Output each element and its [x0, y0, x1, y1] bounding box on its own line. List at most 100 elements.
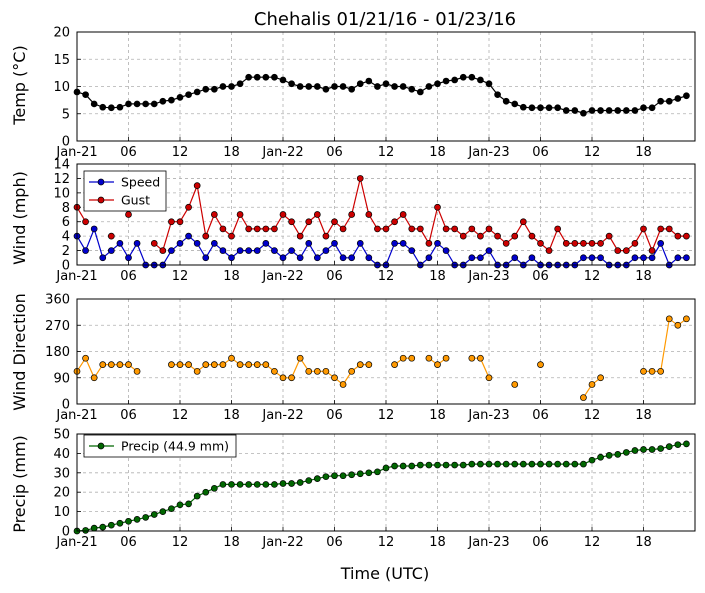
y-tick-label: 10: [53, 505, 70, 520]
data-point: [665, 97, 673, 105]
x-tick-label: Jan-22: [261, 145, 303, 160]
data-point: [90, 100, 98, 108]
series-speed: [73, 225, 690, 269]
data-point: [176, 240, 184, 247]
x-tick-label: 18: [635, 408, 652, 423]
data-point: [674, 254, 682, 262]
data-point: [537, 460, 544, 468]
data-point: [683, 232, 690, 240]
plot-frame: [76, 163, 696, 266]
data-point: [365, 211, 373, 218]
data-point: [528, 104, 536, 112]
data-point: [313, 475, 321, 482]
data-point: [313, 83, 321, 90]
data-point: [391, 462, 398, 470]
data-point: [391, 240, 398, 247]
data-point: [459, 232, 467, 240]
x-tick-label: 18: [223, 535, 240, 550]
legend: Precip (44.9 mm): [83, 434, 237, 458]
data-point: [494, 232, 501, 240]
data-point: [545, 247, 553, 254]
data-point: [168, 361, 175, 368]
data-point: [245, 361, 253, 368]
data-point: [468, 254, 476, 262]
y-tick-label: 0: [62, 259, 70, 274]
x-tick-label: 12: [378, 145, 395, 160]
x-tick-label: 06: [120, 269, 137, 284]
data-point: [614, 107, 622, 114]
data-point: [322, 232, 330, 240]
data-point: [622, 247, 630, 254]
y-tick-label: 2: [62, 244, 70, 259]
data-point: [210, 85, 218, 93]
data-point: [313, 211, 321, 218]
data-point: [580, 460, 587, 468]
data-point: [477, 76, 484, 84]
x-tick-label: 06: [326, 408, 343, 423]
data-point: [116, 361, 124, 368]
data-point: [202, 254, 210, 262]
data-point: [296, 83, 304, 90]
data-point: [253, 361, 261, 368]
x-tick-label: 06: [532, 408, 549, 423]
data-point: [348, 211, 356, 218]
data-point: [442, 77, 450, 85]
data-point: [99, 523, 107, 531]
data-point: [322, 473, 330, 481]
data-point: [494, 91, 501, 99]
data-point: [631, 107, 639, 114]
data-point: [159, 508, 167, 515]
data-point: [210, 484, 218, 492]
x-tick-label: Jan-21: [55, 145, 97, 160]
data-point: [305, 218, 313, 226]
panel-4: 0 10 20 30 40 50 Jan-21 06 12 18 Jan-22 06 12 18 Jan-2…: [10, 428, 696, 550]
data-point: [193, 88, 201, 96]
data-point: [228, 354, 235, 362]
data-point: [339, 381, 347, 388]
data-point: [528, 232, 536, 240]
data-point: [657, 97, 665, 105]
x-tick-label: 06: [532, 145, 549, 160]
data-point: [288, 80, 295, 88]
data-point: [571, 460, 579, 468]
data-point: [245, 225, 253, 233]
data-point: [391, 218, 398, 226]
data-point: [271, 367, 278, 375]
data-point: [228, 83, 235, 90]
data-point: [382, 80, 390, 88]
data-point: [228, 254, 235, 262]
data-point: [322, 85, 330, 93]
data-point: [683, 92, 690, 100]
x-tick-label: 18: [223, 145, 240, 160]
legend-marker: [97, 442, 105, 450]
data-point: [640, 446, 647, 453]
data-point: [236, 80, 244, 88]
data-point: [588, 254, 596, 262]
data-point: [588, 381, 596, 388]
data-point: [485, 247, 493, 254]
x-tick-label: 12: [378, 408, 395, 423]
data-point: [537, 240, 544, 247]
data-point: [193, 367, 201, 375]
data-point: [90, 374, 98, 382]
data-point: [605, 107, 613, 114]
y-tick-label: 8: [62, 201, 70, 216]
data-point: [605, 232, 613, 240]
data-point: [348, 85, 356, 93]
x-tick-label: 18: [429, 269, 446, 284]
data-point: [442, 225, 450, 233]
panel-1: 0 5 10 15 20 Jan-21 06 12 18 Jan-22 06 12 18 Jan-23 06…: [10, 26, 696, 160]
data-point: [107, 247, 115, 254]
y-tick-label: 270: [45, 319, 70, 334]
data-point: [391, 83, 398, 90]
data-point: [434, 203, 441, 211]
data-point: [279, 480, 287, 487]
data-point: [159, 97, 167, 105]
legend-label: Speed: [121, 175, 160, 190]
data-point: [631, 254, 639, 262]
y-tick-label: 20: [53, 26, 70, 41]
data-point: [99, 361, 107, 368]
data-point: [648, 247, 656, 254]
x-tick-label: Jan-22: [261, 408, 303, 423]
data-point: [597, 107, 604, 114]
